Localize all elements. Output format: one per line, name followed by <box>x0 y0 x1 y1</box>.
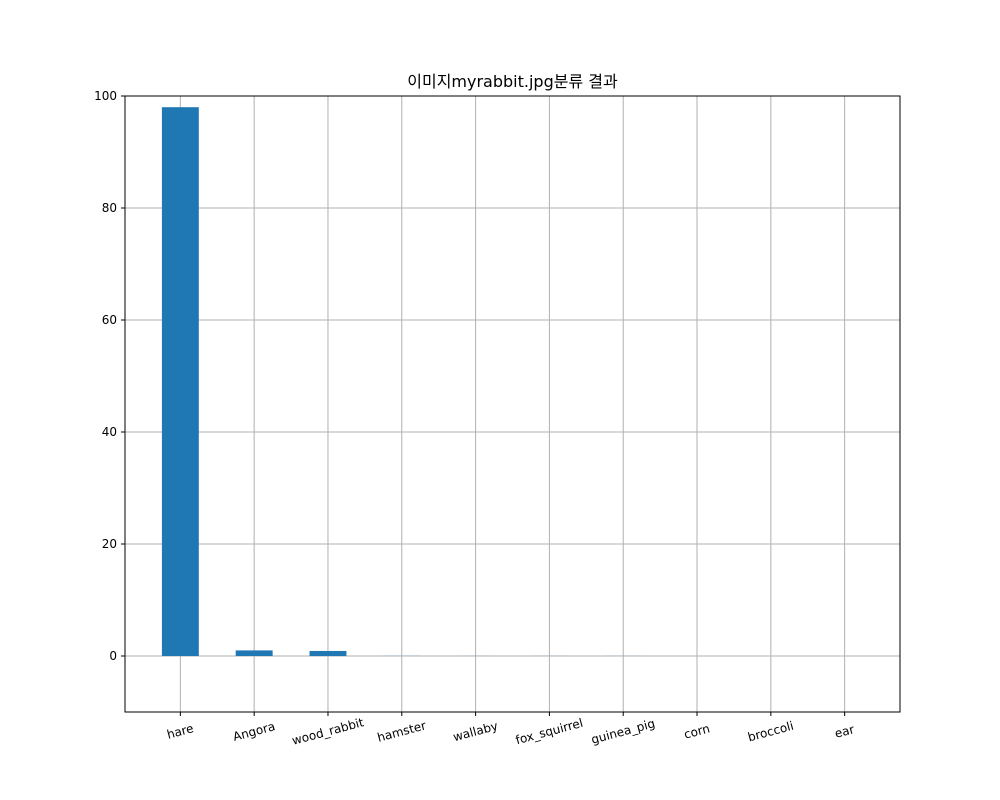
chart-title: 이미지myrabbit.jpg분류 결과 <box>407 72 618 91</box>
x-tick-label: hare <box>165 721 195 742</box>
y-tick-label: 0 <box>109 649 117 663</box>
y-tick-label: 40 <box>102 425 117 439</box>
axes-frame <box>124 95 901 713</box>
bar-hare <box>161 107 199 656</box>
y-axis: 0 20 40 60 80 100 <box>94 89 125 663</box>
x-tick-label: corn <box>682 721 711 741</box>
x-tick-label: ear <box>833 722 856 741</box>
y-tick-label: 20 <box>102 537 117 551</box>
bar-wood-rabbit <box>309 650 347 656</box>
y-tick-label: 100 <box>94 89 117 103</box>
bar-layer <box>161 107 642 656</box>
y-tick-label: 60 <box>102 313 117 327</box>
y-tick-label: 80 <box>102 201 117 215</box>
bar-angora <box>235 650 273 656</box>
